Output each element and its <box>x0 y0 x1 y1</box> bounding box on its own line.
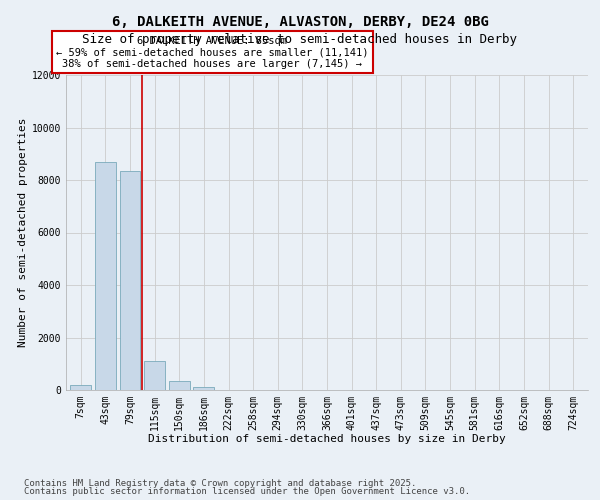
Bar <box>119 171 140 390</box>
Text: 6, DALKEITH AVENUE, ALVASTON, DERBY, DE24 0BG: 6, DALKEITH AVENUE, ALVASTON, DERBY, DE2… <box>112 15 488 29</box>
Text: Contains public sector information licensed under the Open Government Licence v3: Contains public sector information licen… <box>24 487 470 496</box>
Bar <box>169 381 190 390</box>
Bar <box>193 388 214 390</box>
X-axis label: Distribution of semi-detached houses by size in Derby: Distribution of semi-detached houses by … <box>148 434 506 444</box>
Text: Contains HM Land Registry data © Crown copyright and database right 2025.: Contains HM Land Registry data © Crown c… <box>24 478 416 488</box>
Bar <box>144 361 165 390</box>
Text: 6 DALKEITH AVENUE: 85sqm
← 59% of semi-detached houses are smaller (11,141)
38% : 6 DALKEITH AVENUE: 85sqm ← 59% of semi-d… <box>56 36 368 68</box>
Y-axis label: Number of semi-detached properties: Number of semi-detached properties <box>17 118 28 347</box>
Bar <box>95 162 116 390</box>
Bar <box>70 385 91 390</box>
Text: Size of property relative to semi-detached houses in Derby: Size of property relative to semi-detach… <box>83 32 517 46</box>
